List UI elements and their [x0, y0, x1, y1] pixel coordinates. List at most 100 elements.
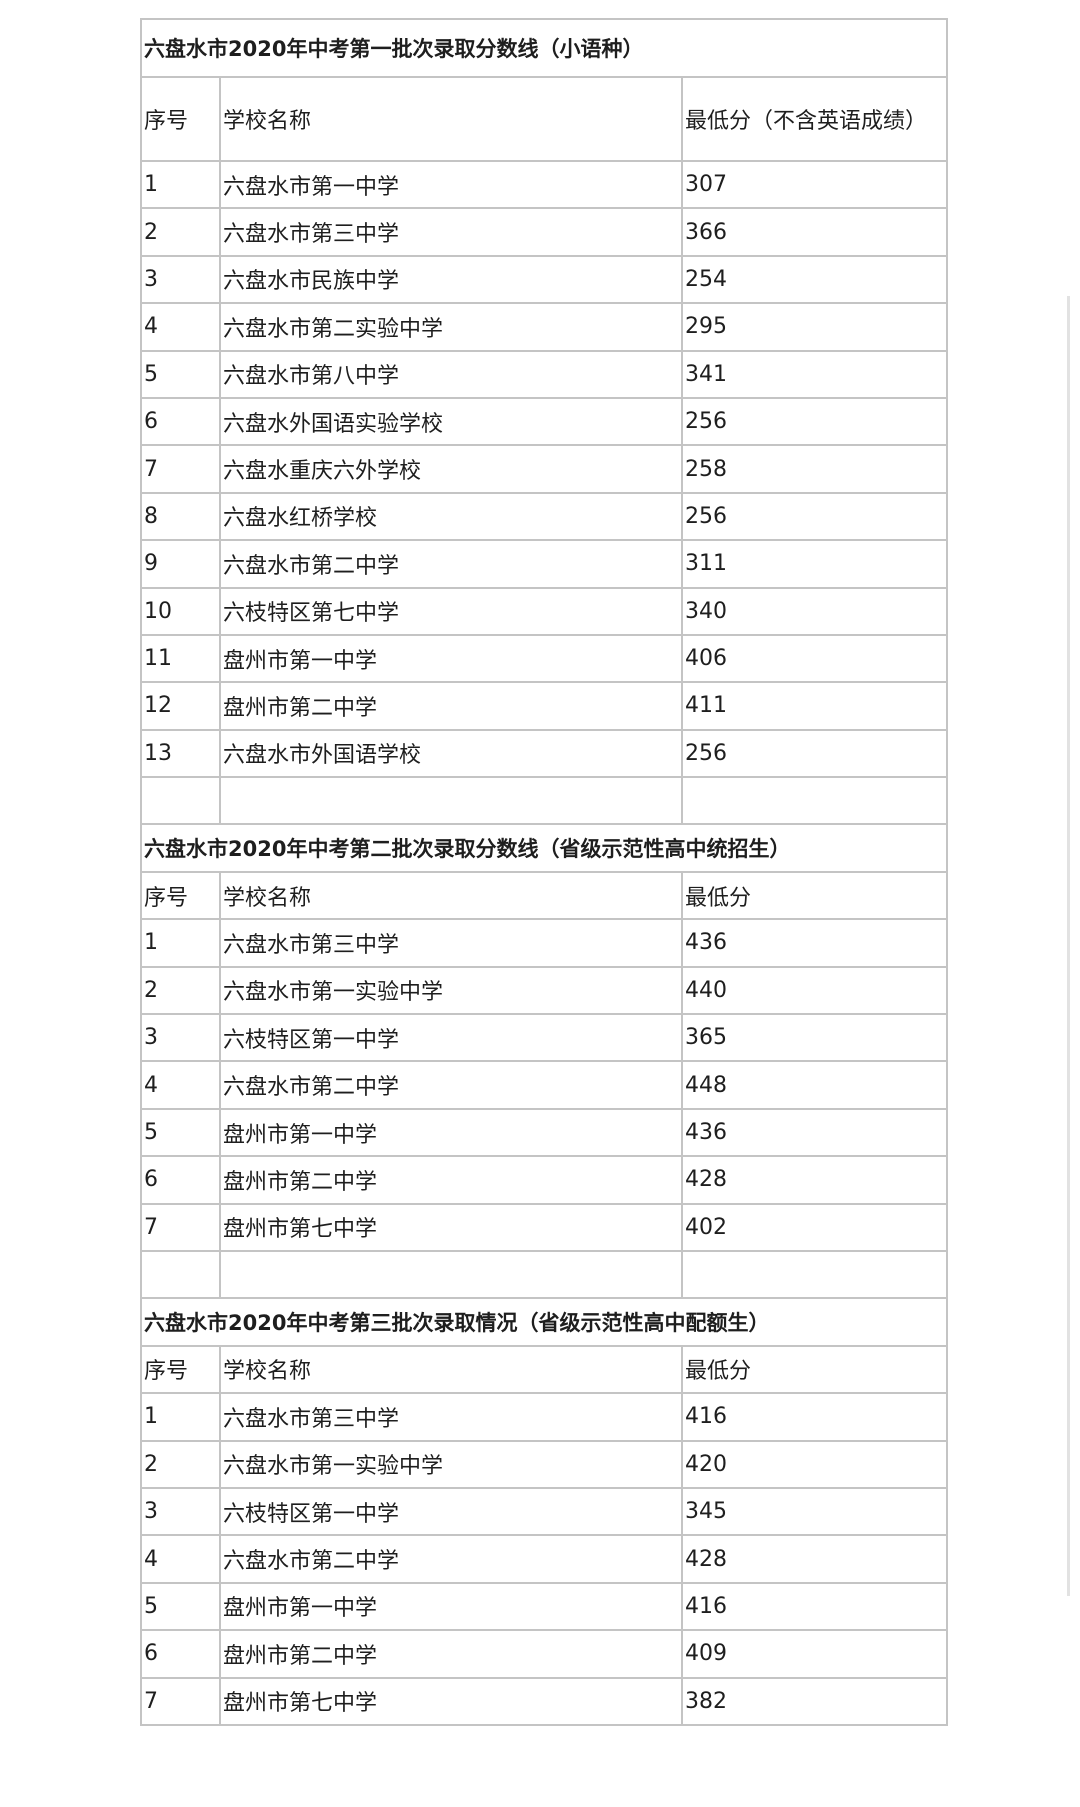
school-name: 六盘水市第三中学	[219, 207, 683, 257]
min-score: 256	[680, 728, 949, 779]
table-row: 3 六枝特区第一中学 345	[140, 1486, 949, 1537]
school-name: 盘州市第一中学	[219, 633, 683, 684]
row-index: 13	[140, 728, 221, 779]
school-name: 六盘水市第二实验中学	[219, 302, 683, 352]
table-row: 8 六盘水红桥学校 256	[140, 491, 949, 542]
section-title-row: 六盘水市2020年中考第一批次录取分数线（小语种）	[139, 18, 949, 78]
table-row: 7 盘州市第七中学 382	[140, 1676, 949, 1726]
min-score: 311	[680, 539, 949, 589]
school-name: 盘州市第二中学	[219, 1155, 683, 1205]
school-name: 盘州市第一中学	[219, 1107, 683, 1158]
row-index: 7	[140, 1676, 221, 1726]
school-name: 六盘水市第二中学	[219, 1534, 683, 1584]
row-index: 7	[140, 1202, 221, 1252]
min-score: 340	[680, 586, 949, 636]
school-name: 六盘水市第一中学	[219, 159, 683, 210]
row-index: 5	[140, 349, 221, 399]
table-row: 7 六盘水重庆六外学校 258	[140, 444, 949, 494]
min-score: 366	[680, 207, 949, 257]
min-score: 411	[680, 681, 949, 731]
row-index: 6	[140, 1155, 221, 1205]
min-score: 365	[680, 1013, 949, 1063]
table-row: 10 六枝特区第七中学 340	[140, 586, 949, 636]
table-row: 12 盘州市第二中学 411	[140, 681, 949, 731]
school-name: 六盘水市第三中学	[219, 1392, 683, 1442]
min-score-header: 最低分（不含英语成绩）	[680, 76, 949, 162]
row-index: 4	[140, 1060, 221, 1110]
section-title-row: 六盘水市2020年中考第三批次录取情况（省级示范性高中配额生）	[139, 1297, 949, 1347]
school-name: 盘州市第二中学	[219, 1629, 683, 1679]
section-title: 六盘水市2020年中考第一批次录取分数线（小语种）	[139, 18, 949, 78]
row-index: 4	[140, 302, 221, 352]
min-score: 428	[680, 1155, 949, 1205]
table-row: 3 六盘水市民族中学 254	[140, 254, 949, 305]
index-header: 序号	[140, 1344, 221, 1395]
blank-row	[140, 776, 949, 826]
row-index: 1	[140, 918, 221, 968]
min-score: 402	[680, 1202, 949, 1252]
table-row: 4 六盘水市第二实验中学 295	[140, 302, 949, 352]
school-name: 六枝特区第一中学	[219, 1486, 683, 1537]
table-row: 2 六盘水市第一实验中学 420	[140, 1439, 949, 1489]
table-row: 3 六枝特区第一中学 365	[140, 1013, 949, 1063]
school-name: 六枝特区第七中学	[219, 586, 683, 636]
table-row: 6 六盘水外国语实验学校 256	[140, 396, 949, 447]
min-score: 448	[680, 1060, 949, 1110]
row-index: 6	[140, 396, 221, 447]
row-index: 2	[140, 965, 221, 1016]
table-row: 1 六盘水市第三中学 416	[140, 1392, 949, 1442]
row-index: 11	[140, 633, 221, 684]
school-name: 六盘水市第一实验中学	[219, 1439, 683, 1489]
section-title: 六盘水市2020年中考第二批次录取分数线（省级示范性高中统招生）	[139, 823, 949, 873]
school-name: 六盘水市第八中学	[219, 349, 683, 399]
min-score: 436	[680, 918, 949, 968]
section-title: 六盘水市2020年中考第三批次录取情况（省级示范性高中配额生）	[139, 1297, 949, 1347]
min-score: 341	[680, 349, 949, 399]
row-index: 7	[140, 444, 221, 494]
min-score: 406	[680, 633, 949, 684]
table-row: 7 盘州市第七中学 402	[140, 1202, 949, 1252]
school-name: 盘州市第一中学	[219, 1581, 683, 1632]
school-name: 盘州市第七中学	[219, 1676, 683, 1726]
min-score: 256	[680, 396, 949, 447]
row-index: 1	[140, 159, 221, 210]
table-row: 1 六盘水市第一中学 307	[140, 159, 949, 210]
index-header: 序号	[140, 76, 221, 162]
row-index: 4	[140, 1534, 221, 1584]
school-name: 六盘水重庆六外学校	[219, 444, 683, 494]
empty-cell	[219, 776, 683, 826]
min-score: 345	[680, 1486, 949, 1537]
table-row: 4 六盘水市第二中学 428	[140, 1534, 949, 1584]
min-score: 258	[680, 444, 949, 494]
blank-row	[140, 1249, 949, 1300]
header-row: 序号 学校名称 最低分	[140, 1344, 949, 1395]
min-score: 295	[680, 302, 949, 352]
table-row: 13 六盘水市外国语学校 256	[140, 728, 949, 779]
min-score-header: 最低分	[680, 1344, 949, 1395]
row-index: 8	[140, 491, 221, 542]
school-name: 盘州市第七中学	[219, 1202, 683, 1252]
school-name: 六盘水红桥学校	[219, 491, 683, 542]
header-row: 序号 学校名称 最低分（不含英语成绩）	[140, 76, 949, 162]
row-index: 3	[140, 1013, 221, 1063]
table-row: 6 盘州市第二中学 409	[140, 1629, 949, 1679]
school-name: 六盘水市民族中学	[219, 254, 683, 305]
min-score: 256	[680, 491, 949, 542]
table-row: 1 六盘水市第三中学 436	[140, 918, 949, 968]
table-row: 2 六盘水市第一实验中学 440	[140, 965, 949, 1016]
section-title-row: 六盘水市2020年中考第二批次录取分数线（省级示范性高中统招生）	[139, 823, 949, 873]
empty-cell	[140, 776, 221, 826]
scrollbar[interactable]	[1067, 296, 1070, 1596]
table-row: 9 六盘水市第二中学 311	[140, 539, 949, 589]
school-name: 六盘水市第三中学	[219, 918, 683, 968]
admission-scores-table: 六盘水市2020年中考第一批次录取分数线（小语种） 序号 学校名称 最低分（不含英语成…	[139, 18, 949, 1726]
school-name: 六盘水市外国语学校	[219, 728, 683, 779]
min-score: 440	[680, 965, 949, 1016]
table-row: 2 六盘水市第三中学 366	[140, 207, 949, 257]
empty-cell	[219, 1249, 683, 1300]
row-index: 3	[140, 1486, 221, 1537]
school-name-header: 学校名称	[219, 870, 683, 921]
row-index: 5	[140, 1107, 221, 1158]
header-row: 序号 学校名称 最低分	[140, 870, 949, 921]
school-name-header: 学校名称	[219, 1344, 683, 1395]
